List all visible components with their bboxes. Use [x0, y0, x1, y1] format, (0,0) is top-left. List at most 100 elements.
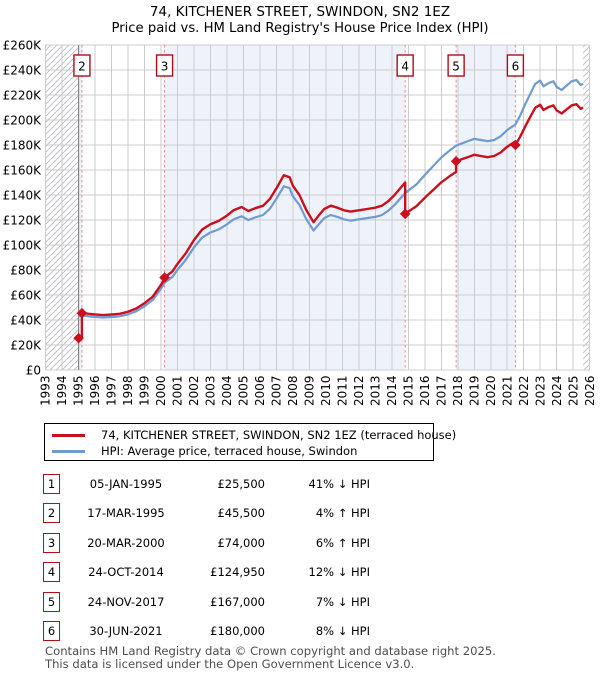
transaction-row-1: 1 05-JAN-1995 £25,500 41% ↓ HPI — [0, 474, 400, 495]
transaction-price: £25,500 — [217, 477, 265, 491]
transaction-row-5: 5 24-NOV-2017 £167,000 7% ↓ HPI — [0, 591, 400, 613]
sale-marker-3 — [159, 272, 170, 283]
y-tick-£140K: £140K — [3, 188, 43, 202]
legend-item-hpi: HPI: Average price, terraced house, Swin… — [45, 443, 433, 459]
x-tick-2019: 2019 — [468, 376, 482, 407]
y-tick-£20K: £20K — [10, 338, 42, 352]
transaction-date: 24-NOV-2017 — [87, 594, 165, 609]
price-paid-line-swatch — [52, 433, 85, 437]
transaction-hpi-comparison: 6% ↑ HPI — [315, 535, 370, 550]
x-tick-2010: 2010 — [319, 376, 333, 407]
transaction-number-badge: 5 — [43, 591, 60, 612]
transaction-hpi-comparison: 7% ↓ HPI — [315, 594, 370, 609]
transaction-date: 24-OCT-2014 — [88, 565, 164, 580]
x-tick-2002: 2002 — [187, 376, 201, 407]
y-tick-£100K: £100K — [3, 238, 43, 252]
y-tick-£80K: £80K — [10, 263, 42, 277]
sale-box-label-3: 3 — [161, 60, 169, 74]
sale-box-6 — [506, 54, 525, 77]
transaction-price: £124,950 — [210, 565, 265, 580]
transaction-number-badge: 6 — [43, 621, 60, 641]
x-tick-2012: 2012 — [352, 376, 366, 407]
y-tick-£160K: £160K — [3, 163, 43, 177]
x-tick-2022: 2022 — [517, 376, 531, 407]
x-tick-2025: 2025 — [566, 376, 580, 407]
x-tick-2023: 2023 — [533, 376, 547, 407]
transaction-row-2: 2 17-MAR-1995 £45,500 4% ↑ HPI — [0, 503, 400, 524]
transaction-number-badge: 2 — [43, 503, 60, 524]
x-tick-2026: 2026 — [583, 376, 597, 407]
transaction-date: 17-MAR-1995 — [87, 506, 165, 521]
y-tick-£200K: £200K — [3, 113, 43, 127]
sale-box-5 — [447, 54, 465, 77]
x-tick-2020: 2020 — [484, 376, 498, 407]
transaction-price: £180,000 — [210, 624, 265, 638]
transaction-hpi-comparison: 8% ↓ HPI — [315, 624, 370, 638]
y-tick-£0: £0 — [26, 363, 41, 377]
transaction-hpi-comparison: 4% ↑ HPI — [315, 506, 370, 521]
sale-box-label-5: 5 — [452, 60, 460, 74]
x-tick-2017: 2017 — [435, 376, 449, 407]
x-tick-2007: 2007 — [270, 376, 284, 407]
x-tick-2011: 2011 — [336, 376, 350, 407]
x-tick-2005: 2005 — [237, 376, 251, 407]
y-tick-£240K: £240K — [3, 63, 43, 77]
y-tick-£260K: £260K — [3, 38, 43, 52]
hpi-line-swatch — [52, 449, 85, 453]
x-tick-1996: 1996 — [88, 376, 102, 407]
x-tick-2008: 2008 — [286, 376, 300, 407]
x-tick-2021: 2021 — [500, 376, 514, 407]
y-axis-ticks: £0 £20K £40K £60K £80K £100K £120K £140K £160K £1… — [3, 38, 43, 377]
transaction-row-6: 6 30-JUN-2021 £180,000 8% ↓ HPI — [0, 621, 400, 642]
x-tick-1995: 1995 — [72, 376, 86, 407]
x-axis-ticks: 1993 1994 1995 1996 1997 1998 1999 2000 2001 2002… — [39, 376, 597, 407]
page-title: 74, KITCHENER STREET, SWINDON, SN2 1EZ — [149, 4, 451, 20]
transaction-hpi-comparison: 41% ↓ HPI — [308, 477, 370, 491]
x-tick-2003: 2003 — [204, 376, 218, 407]
transaction-hpi-comparison: 12% ↓ HPI — [308, 565, 370, 580]
sale-box-label-6: 6 — [512, 60, 520, 74]
x-tick-1993: 1993 — [39, 376, 53, 407]
page-subtitle: Price paid vs. HM Land Registry's House … — [111, 21, 489, 36]
x-tick-2006: 2006 — [253, 376, 267, 407]
sale-box-2 — [73, 54, 91, 77]
sale-box-label-4: 4 — [401, 60, 409, 74]
footer-line-1: Contains HM Land Registry data © Crown c… — [45, 644, 496, 658]
y-tick-£220K: £220K — [3, 88, 43, 102]
x-tick-2016: 2016 — [418, 376, 432, 407]
transaction-row-3: 3 20-MAR-2000 £74,000 6% ↑ HPI — [0, 532, 400, 554]
legend-label-hpi: HPI: Average price, terraced house, Swin… — [101, 444, 358, 458]
price-chart-canvas: 2 3 4 5 6 £0 £20K £40K £60K £80K £100K £120K £140K £1… — [3, 38, 597, 407]
transaction-date: 20-MAR-2000 — [87, 535, 165, 550]
x-tick-2013: 2013 — [369, 376, 383, 407]
sale-marker-2 — [76, 307, 88, 319]
x-tick-2009: 2009 — [303, 376, 317, 407]
y-tick-£40K: £40K — [10, 313, 42, 327]
legend-item-price-paid: 74, KITCHENER STREET, SWINDON, SN2 1EZ (… — [45, 427, 456, 443]
sale-marker-4 — [399, 208, 411, 220]
x-tick-2015: 2015 — [402, 376, 416, 407]
hpi-line — [78, 78, 584, 319]
transaction-number-badge: 1 — [43, 474, 60, 494]
x-tick-1999: 1999 — [138, 376, 152, 407]
x-tick-2000: 2000 — [154, 376, 168, 407]
x-tick-1994: 1994 — [55, 376, 69, 407]
transaction-price: £74,000 — [217, 535, 265, 550]
x-tick-1997: 1997 — [105, 376, 119, 407]
sale-marker-1 — [73, 332, 84, 344]
sale-box-3 — [155, 54, 174, 77]
y-tick-£120K: £120K — [3, 213, 43, 227]
price-history-chart: 2 3 4 5 6 £0 £20K £40K £60K £80K £100K £120K £140K £1… — [3, 38, 597, 407]
transaction-date: 30-JUN-2021 — [89, 624, 163, 638]
transaction-number-badge: 4 — [43, 562, 60, 583]
x-tick-2018: 2018 — [451, 376, 465, 407]
transaction-row-4: 4 24-OCT-2014 £124,950 12% ↓ HPI — [0, 562, 400, 583]
sale-number-boxes: 2 3 4 5 6 — [73, 54, 525, 77]
license-footer: Contains HM Land Registry data © Crown c… — [45, 645, 496, 670]
footer-line-2: This data is licensed under the Open Gov… — [45, 656, 415, 671]
transaction-price: £167,000 — [210, 594, 265, 609]
x-tick-2001: 2001 — [171, 376, 185, 407]
transaction-number-badge: 3 — [43, 532, 60, 553]
x-tick-2014: 2014 — [385, 376, 399, 407]
